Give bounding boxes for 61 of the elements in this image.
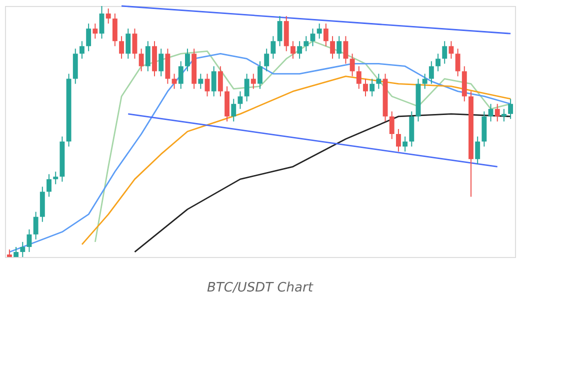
candlestick: [297, 40, 302, 60]
candlestick: [488, 103, 494, 122]
candlestick: [53, 171, 58, 185]
candlestick: [231, 98, 236, 122]
candlestick: [106, 8, 111, 24]
candlestick: [356, 66, 362, 90]
candlestick: [396, 128, 401, 152]
candlestick: [80, 40, 84, 60]
candlestick: [92, 23, 98, 40]
candlestick: [494, 103, 500, 122]
candlestick: [238, 90, 243, 110]
candlestick: [270, 36, 276, 60]
candlestick: [428, 60, 434, 84]
candlestick: [218, 66, 223, 97]
candlestick: [126, 28, 131, 60]
candlestick: [258, 60, 262, 90]
candlestick: [185, 48, 190, 72]
candlestick: [316, 23, 322, 40]
candlestick: [363, 78, 368, 97]
candlestick: [402, 136, 408, 152]
candlestick: [244, 73, 250, 102]
candlestick: [211, 66, 216, 97]
candlestick: [442, 40, 448, 64]
text: BTC/USDT Chart: [207, 280, 314, 296]
candlestick: [112, 13, 118, 47]
candlestick: [204, 73, 210, 97]
candlestick: [264, 48, 270, 72]
candlestick: [198, 73, 204, 90]
candlestick: [310, 28, 316, 47]
candlestick: [455, 48, 460, 77]
candlestick: [145, 40, 150, 72]
candlestick: [330, 36, 335, 60]
candlestick: [46, 174, 52, 198]
candlestick: [475, 136, 480, 165]
candlestick: [26, 228, 32, 252]
candlestick: [304, 36, 309, 52]
candlestick: [343, 36, 348, 64]
candlestick: [501, 108, 506, 122]
candlestick: [290, 40, 296, 60]
candlestick: [86, 23, 92, 52]
candlestick: [277, 16, 282, 47]
candlestick: [370, 78, 375, 97]
candlestick: [158, 48, 164, 77]
candlestick: [99, 6, 104, 40]
candlestick: [250, 73, 256, 90]
candlestick: [376, 73, 382, 90]
candlestick: [508, 98, 514, 120]
candlestick: [20, 241, 26, 258]
candlestick: [132, 28, 138, 60]
candlestick: [178, 60, 184, 90]
candlestick: [436, 53, 440, 72]
candlestick: [138, 48, 144, 72]
candlestick: [336, 36, 342, 60]
candlestick: [350, 53, 355, 77]
candlestick: [448, 40, 454, 60]
candlestick: [172, 73, 177, 90]
candlestick: [389, 110, 394, 140]
candlestick: [323, 23, 328, 47]
candlestick: [119, 36, 124, 60]
candlestick: [422, 73, 428, 90]
candlestick: [33, 211, 38, 240]
